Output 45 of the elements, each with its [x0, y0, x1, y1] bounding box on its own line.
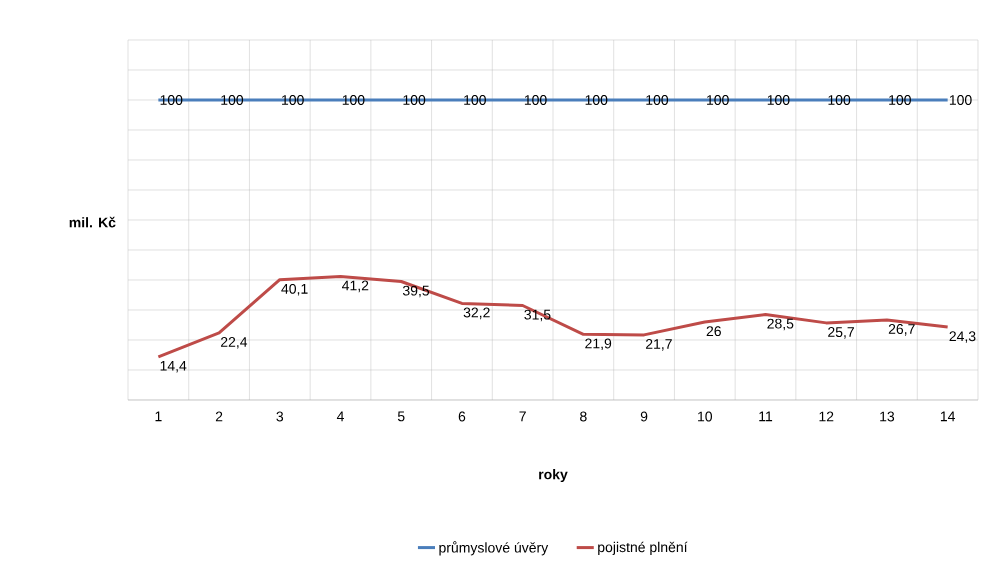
x-tick-label: 13 — [880, 411, 895, 422]
data-label: 28,5 — [767, 318, 794, 331]
legend-label: pojistné plnění — [598, 541, 688, 555]
x-tick-label: 9 — [640, 411, 648, 422]
data-label: 32,2 — [463, 307, 490, 320]
data-label: 100 — [828, 95, 851, 105]
data-label: 26,7 — [888, 324, 915, 336]
x-tick-label: 7 — [519, 411, 526, 422]
data-label: 24,3 — [949, 331, 976, 343]
data-label: 100 — [342, 95, 365, 105]
x-axis-title: roky — [539, 469, 568, 483]
data-label: 22,4 — [220, 336, 248, 349]
x-tick-label: 4 — [336, 411, 344, 422]
x-tick-label: 6 — [458, 411, 466, 422]
data-label: 14,4 — [160, 360, 187, 373]
x-tick-label: 8 — [580, 411, 587, 422]
data-label: 40,1 — [281, 283, 308, 296]
data-label: 39,5 — [402, 285, 430, 298]
data-label: 100 — [160, 95, 183, 105]
x-tick-label: 14 — [940, 411, 956, 422]
data-label: 100 — [524, 95, 547, 105]
y-axis-title: mil. Kč — [69, 216, 116, 228]
x-tick-label: 11 — [759, 411, 773, 422]
x-tick-label: 12 — [819, 411, 834, 422]
data-label: 21,7 — [645, 339, 672, 351]
x-tick-label: 5 — [397, 411, 405, 422]
data-label: 100 — [646, 95, 669, 105]
data-label: 100 — [464, 95, 486, 105]
data-label: 41,2 — [342, 280, 369, 293]
data-label: 100 — [585, 95, 608, 105]
x-tick-label: 1 — [155, 411, 162, 422]
data-label: 100 — [282, 95, 304, 105]
data-label: 26 — [706, 326, 721, 337]
data-label: 100 — [403, 95, 426, 105]
data-label: 100 — [221, 95, 244, 105]
data-label: 21,9 — [585, 338, 612, 351]
data-label: 100 — [707, 95, 729, 105]
x-tick-label: 10 — [698, 411, 713, 422]
x-tick-label: 2 — [215, 411, 223, 422]
data-label: 100 — [949, 95, 972, 105]
data-label: 100 — [767, 95, 790, 105]
legend-label: průmyslové úvěry — [439, 541, 549, 556]
data-label: 25,7 — [828, 327, 854, 339]
x-tick-label: 3 — [276, 411, 284, 422]
data-label: 100 — [889, 95, 911, 105]
